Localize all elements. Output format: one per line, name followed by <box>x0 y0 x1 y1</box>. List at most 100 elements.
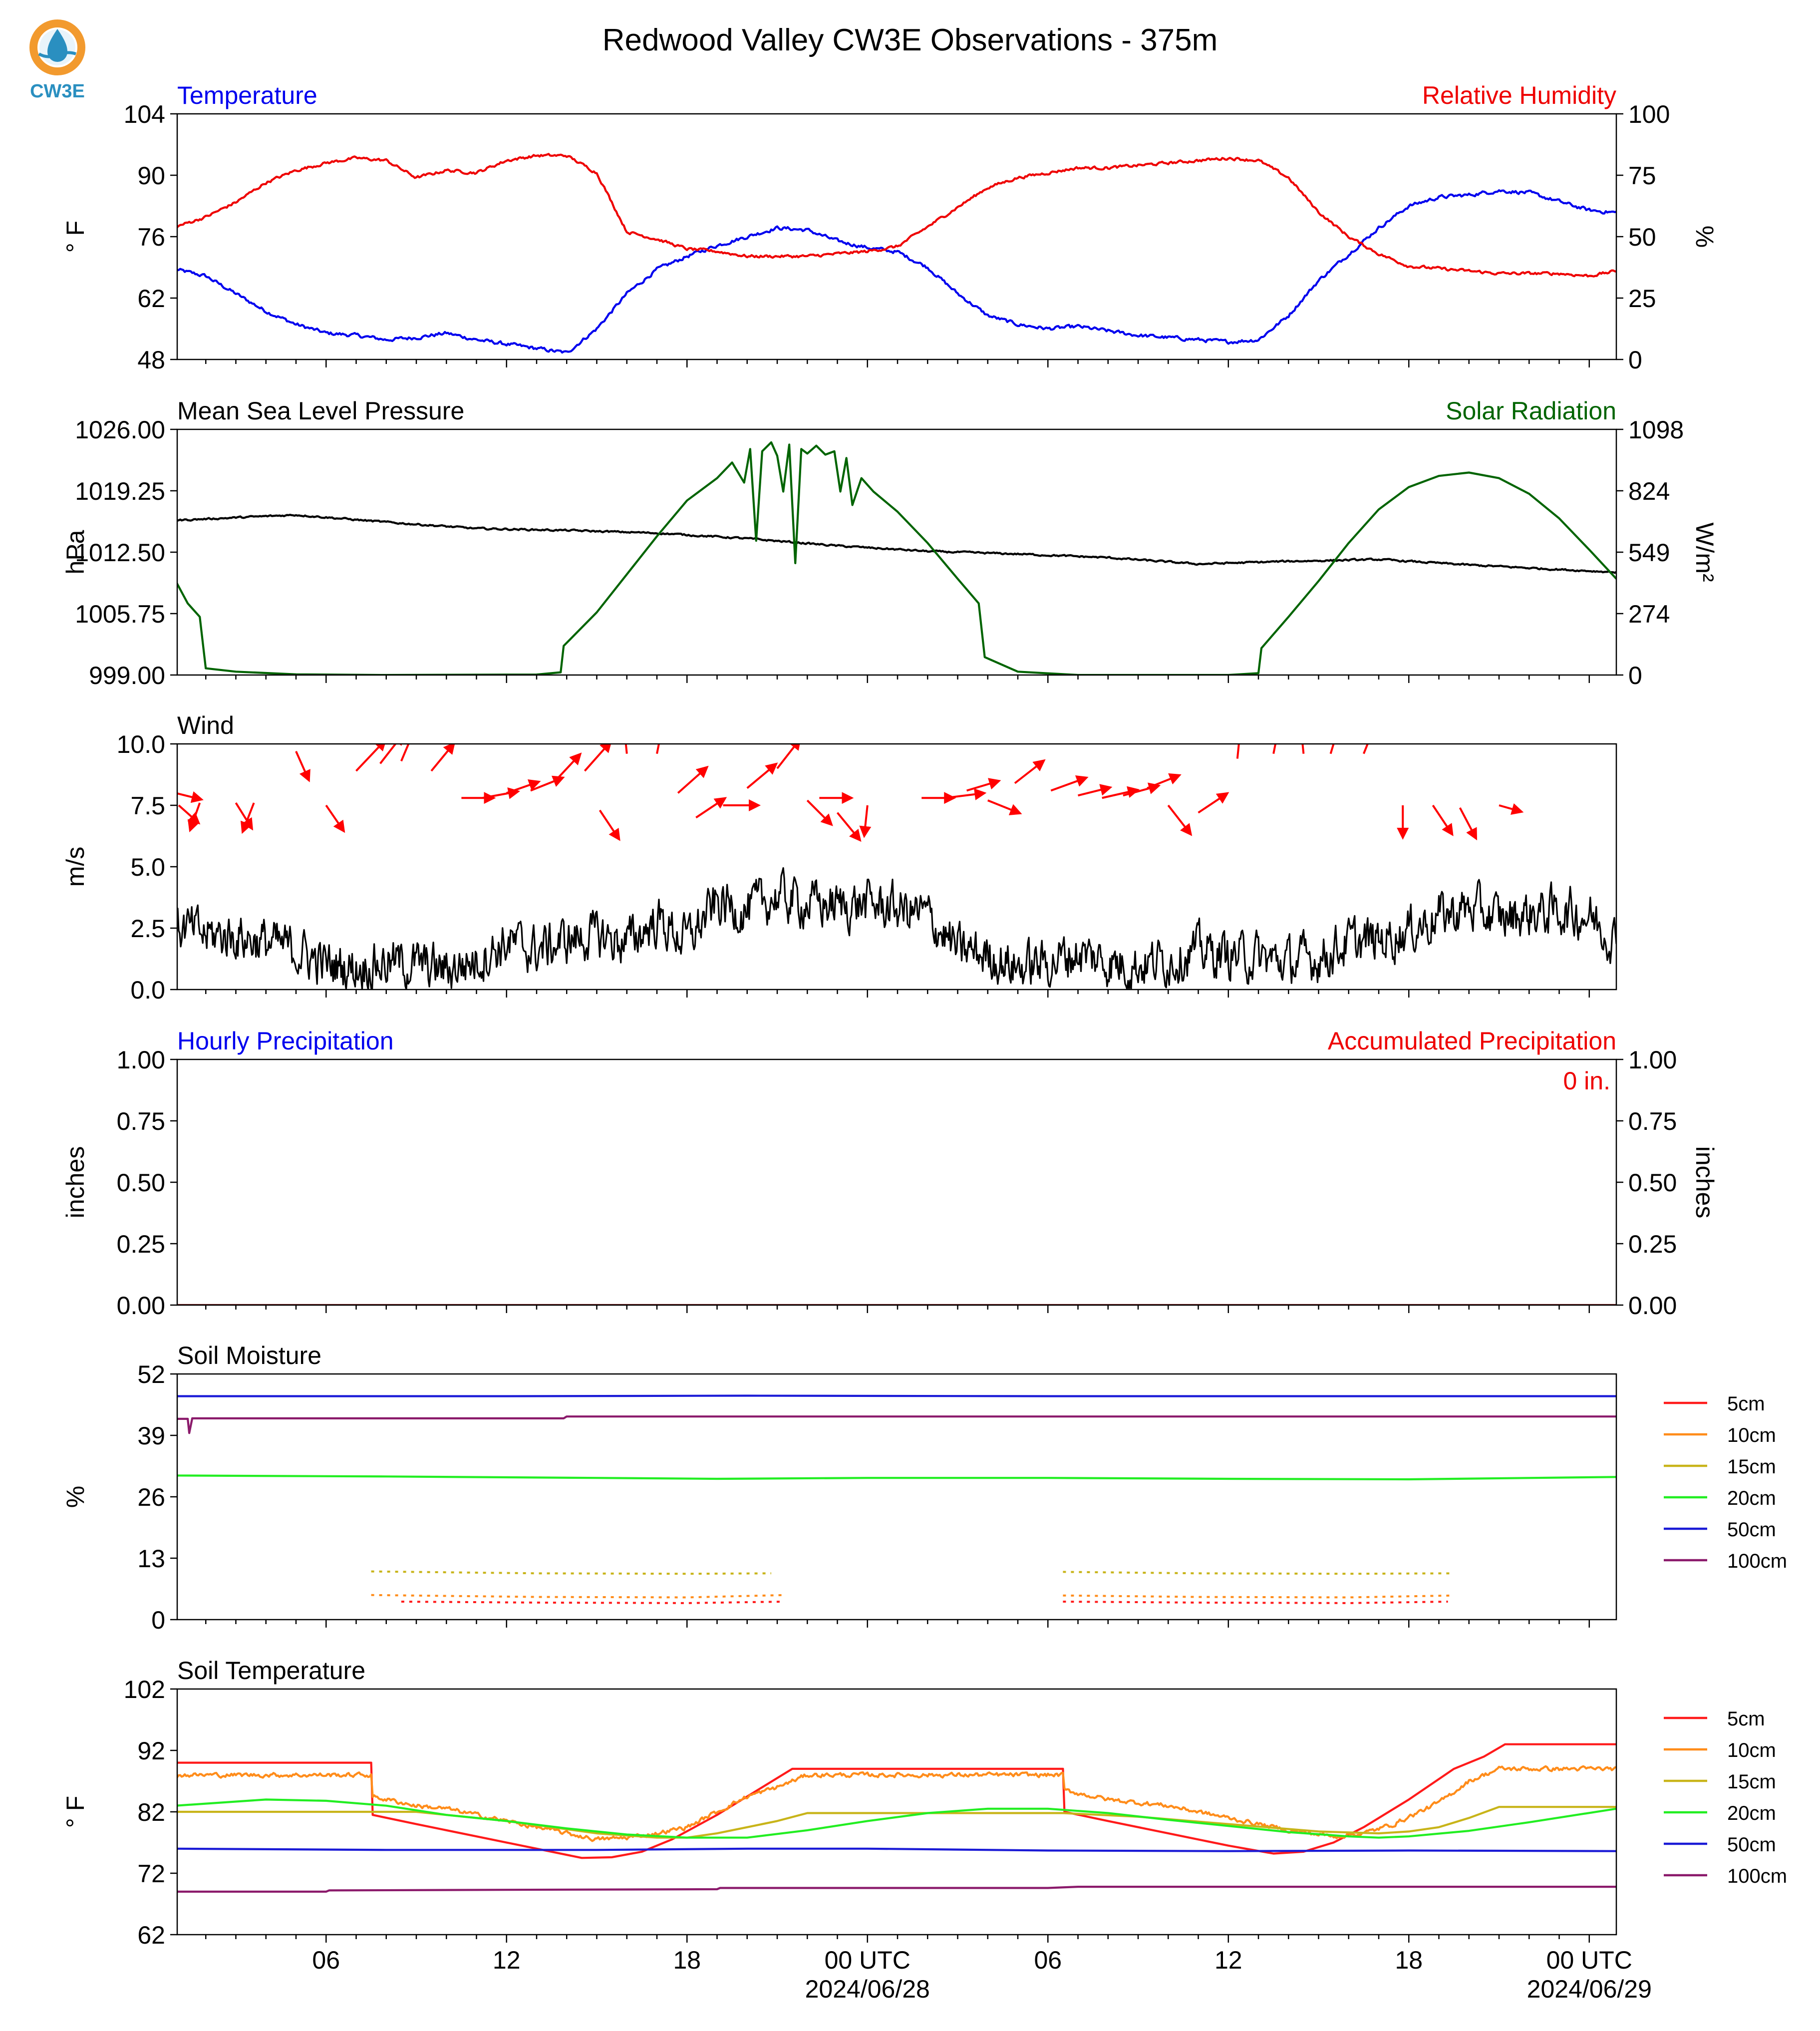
series-line-1 <box>177 441 1616 675</box>
wind-arrow-30 <box>945 788 987 800</box>
legend-label: 50cm <box>1727 1519 1776 1541</box>
y-tick-label: 5.0 <box>130 853 165 881</box>
y-tick-label: 104 <box>124 100 165 128</box>
wind-arrow-27 <box>836 812 862 842</box>
y-tick-label: 76 <box>137 223 165 251</box>
wind-arrow-17 <box>599 809 620 841</box>
y2-tick-label: 0.00 <box>1628 1292 1677 1320</box>
panel-title-left: Wind <box>177 711 234 739</box>
series-line-4 <box>177 1847 1616 1852</box>
wind-arrow-31 <box>966 778 1001 792</box>
y-tick-label: 26 <box>137 1483 165 1511</box>
y-tick-label: 0.25 <box>117 1230 165 1258</box>
x-tick-label: 00 UTC <box>1546 1946 1632 1974</box>
y2-tick-label: 0.25 <box>1628 1230 1677 1258</box>
wind-arrow-37 <box>1123 782 1161 797</box>
logo-ring-icon <box>29 19 85 75</box>
series-line-1 <box>177 153 1616 278</box>
y-tick-label: 1.00 <box>117 1046 165 1074</box>
series-line-0-seg-1 <box>1063 1601 1448 1604</box>
wind-arrow-49 <box>1499 803 1524 815</box>
wind-arrow-5 <box>295 750 310 782</box>
x-tick-label: 12 <box>1214 1946 1242 1974</box>
y-tick-label: 0.00 <box>117 1292 165 1320</box>
y2-tick-label: 0 <box>1628 662 1642 689</box>
panel-title-left: Temperature <box>177 81 317 109</box>
y-tick-label: 102 <box>124 1676 165 1703</box>
panel-frame <box>176 1688 1617 1936</box>
x-tick-label: 00 UTC <box>825 1946 910 1974</box>
panel-frame <box>176 1373 1617 1621</box>
panel-title-left: Hourly Precipitation <box>177 1027 394 1055</box>
y2-tick-label: 1098 <box>1628 416 1684 444</box>
y-axis-label: m/s <box>61 847 89 887</box>
plot-area <box>177 153 1616 354</box>
panel-temp_rh: Temperature Relative Humidity 104 90 76 62 48 1… <box>61 81 1719 374</box>
y-tick-label: 39 <box>137 1422 165 1450</box>
series-line-5 <box>177 1415 1616 1434</box>
wind-arrow-48 <box>1459 807 1478 841</box>
panel-precip: Hourly Precipitation Accumulated Precipit… <box>61 1027 1719 1320</box>
wind-arrow-36 <box>1102 786 1140 799</box>
wind-arrow-28 <box>859 805 872 838</box>
wind-arrow-12 <box>482 787 520 799</box>
panel-frame <box>176 428 1617 676</box>
y-tick-label: 1019.25 <box>75 477 165 505</box>
y-tick-label: 7.5 <box>130 792 165 820</box>
y-axis-label: % <box>61 1486 89 1508</box>
wind-arrow-20 <box>677 765 709 794</box>
wind-arrow-9 <box>400 744 410 762</box>
wind-arrow-4 <box>240 802 255 834</box>
legend-label: 10cm <box>1727 1739 1776 1761</box>
wind-arrow-34 <box>1050 775 1089 792</box>
wind-arrow-6 <box>325 804 345 833</box>
y2-axis-label: % <box>1691 226 1719 248</box>
y-axis-label: ° F <box>61 221 89 253</box>
y-tick-label: 48 <box>137 346 165 374</box>
y2-tick-label: 0 <box>1628 346 1642 374</box>
series-line-2-seg-1 <box>1063 1571 1451 1575</box>
wind-arrow-43 <box>1301 744 1305 754</box>
y-tick-label: 90 <box>137 162 165 190</box>
wind-arrow-33 <box>1014 759 1046 784</box>
panel-frame <box>176 743 1617 991</box>
y-tick-label: 2.5 <box>130 915 165 943</box>
y-tick-label: 62 <box>137 1921 165 1949</box>
panels: Temperature Relative Humidity 104 90 76 62 48 1… <box>61 81 1787 2003</box>
legend: 5cm 10cm 15cm 20cm 50cm 100cm <box>1664 1393 1787 1572</box>
wind-arrow-44 <box>1329 744 1335 754</box>
logo-text: CW3E <box>30 81 85 102</box>
y-tick-label: 0.0 <box>130 976 165 1004</box>
wind-arrow-32 <box>987 799 1022 815</box>
wind-arrow-23 <box>746 762 778 789</box>
x-tick-label: 18 <box>673 1946 701 1974</box>
wind-arrow-18 <box>624 744 628 754</box>
y-tick-label: 62 <box>137 285 165 313</box>
panel-title-right: Relative Humidity <box>1422 81 1616 109</box>
y-axis-label: ° F <box>61 1796 89 1828</box>
x-date-label: 2024/06/29 <box>1527 1975 1652 2003</box>
wind-arrow-16 <box>584 744 612 772</box>
wind-arrow-19 <box>656 744 660 754</box>
wind-arrow-2 <box>188 802 201 833</box>
panel-frame <box>176 1058 1617 1306</box>
y-tick-label: 0 <box>151 1606 165 1634</box>
panel-title-left: Soil Temperature <box>177 1657 365 1685</box>
series-line-3 <box>177 1474 1616 1481</box>
x-tick-label: 18 <box>1395 1946 1423 1974</box>
wind-arrow-14 <box>530 775 565 792</box>
legend-label: 5cm <box>1727 1393 1765 1415</box>
figure-title: Redwood Valley CW3E Observations - 375m <box>603 23 1218 57</box>
y2-tick-label: 25 <box>1628 285 1656 313</box>
wind-arrow-40 <box>1198 792 1229 814</box>
y-tick-label: 1012.50 <box>75 539 165 567</box>
plot-area <box>177 744 1616 990</box>
series-line-0 <box>177 514 1616 574</box>
y-tick-label: 999.00 <box>89 662 165 689</box>
y2-tick-label: 100 <box>1628 100 1670 128</box>
y-tick-label: 82 <box>137 1798 165 1826</box>
series-line-5 <box>177 1886 1616 1893</box>
y2-tick-label: 75 <box>1628 162 1656 190</box>
